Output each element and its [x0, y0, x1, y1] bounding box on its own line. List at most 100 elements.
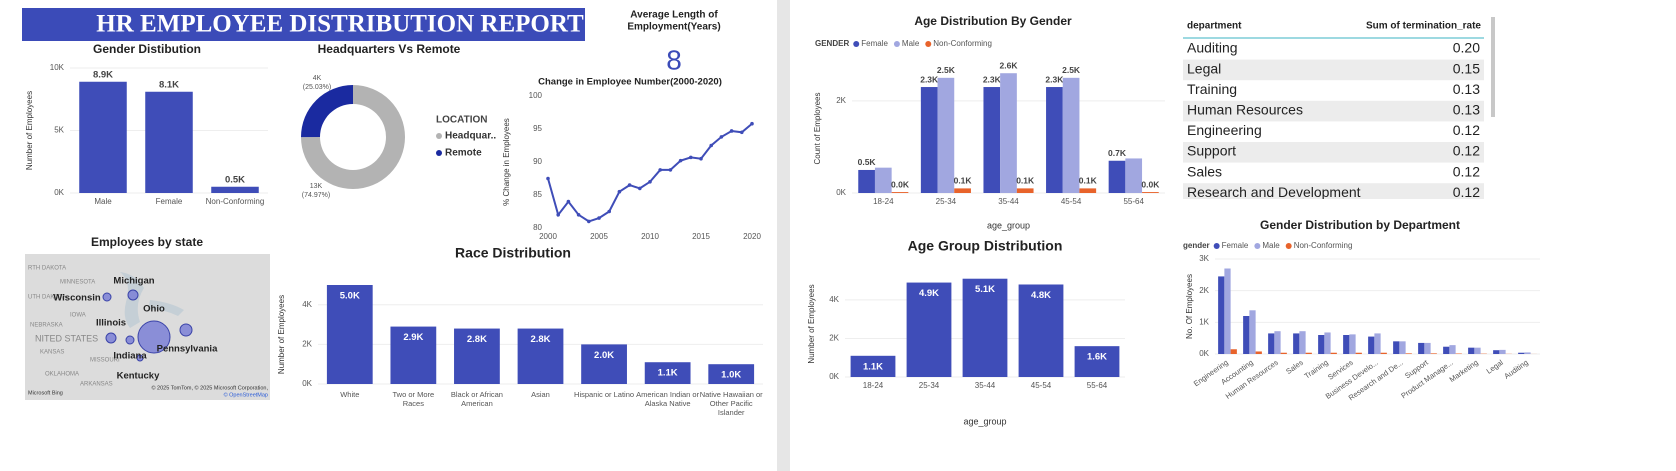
data-label: 0.5K: [858, 157, 877, 167]
region-label: MINNESOTA: [60, 280, 95, 286]
slice-percent: (74.97%): [302, 192, 330, 199]
state-label: Kentucky: [117, 371, 160, 382]
scrollbar[interactable]: [1491, 17, 1495, 117]
bar: [1468, 347, 1475, 354]
chart-title: Age Group Distribution: [908, 238, 1063, 254]
lake: [120, 272, 184, 328]
data-label: 0.0K: [1141, 179, 1160, 189]
data-label: 0.7K: [1108, 148, 1127, 158]
bar: [891, 192, 909, 193]
y-tick-label: 10K: [50, 63, 65, 72]
y-tick-label: 5K: [54, 126, 64, 135]
bar: [1424, 342, 1431, 354]
legend-swatch: [436, 150, 442, 156]
y-tick-label: 80: [533, 223, 542, 232]
bar: [1255, 351, 1262, 354]
point: [546, 176, 550, 181]
point: [576, 213, 581, 217]
bar: [1079, 188, 1097, 193]
point: [566, 199, 571, 204]
point: [729, 129, 734, 133]
data-label: 8.9K: [93, 69, 113, 80]
bar: [1108, 160, 1126, 193]
x-tick-label: 55-64: [1123, 197, 1144, 206]
bar: [962, 278, 1008, 377]
row-bg: [1183, 100, 1484, 122]
y-axis-label: Number of Employees: [25, 91, 34, 170]
report-title: HR EMPLOYEE DISTRIBUTION REPORT: [96, 11, 584, 38]
bar: [145, 91, 193, 193]
bar: [708, 364, 755, 384]
point: [699, 156, 703, 161]
bar: [1405, 353, 1412, 354]
chart-title: Gender Distribution by Department: [1260, 218, 1460, 232]
y-tick-label: 0K: [302, 379, 312, 388]
legend-title: GENDER: [815, 39, 849, 48]
donut-slice: [301, 85, 353, 138]
y-tick-label: 2K: [302, 340, 312, 349]
data-label: 2.3K: [983, 74, 1002, 84]
region-label: KANSAS: [40, 350, 64, 356]
bar: [390, 326, 437, 384]
map-bubble: [179, 323, 193, 337]
legend-swatch: [436, 133, 442, 139]
chart-title: Change in Employee Number(2000-2020): [538, 77, 722, 88]
state-label: Pennsylvania: [157, 344, 218, 355]
data-label: 0.0K: [891, 179, 910, 189]
bar: [1142, 192, 1159, 193]
bar: [1343, 335, 1350, 354]
chart-title: Age Distribution By Gender: [914, 14, 1072, 28]
point: [719, 135, 724, 139]
data-label: 2.8K: [530, 334, 550, 345]
point: [627, 183, 632, 187]
bar: [1355, 352, 1362, 354]
y-axis-label: No. Of Employees: [1185, 274, 1194, 339]
x-tick-label: Native Hawaiian or Other Pacific Islande…: [700, 390, 763, 417]
kpi-title: Average Length of: [630, 10, 718, 21]
table-cell: Sales: [1187, 163, 1222, 179]
x-tick-label: 35-44: [998, 197, 1019, 206]
data-label: 0.1K: [1016, 176, 1035, 186]
x-tick-label: Black or African American: [451, 390, 503, 408]
x-tick-label: Non-Conforming: [206, 197, 265, 206]
x-tick-text: White: [340, 390, 360, 399]
table-cell: Engineering: [1187, 122, 1262, 138]
y-tick-label: 4K: [829, 295, 839, 304]
table-cell: 0.12: [1453, 122, 1480, 138]
slice-count: 4K: [313, 75, 322, 82]
x-tick-label: 2010: [641, 232, 659, 241]
legend-swatch: [853, 41, 860, 47]
bar: [1418, 342, 1425, 354]
x-tick-label: 2015: [692, 232, 710, 241]
bar: [1274, 331, 1281, 354]
bar: [1268, 333, 1275, 354]
data-label: 1.0K: [721, 370, 741, 381]
bar: [1368, 336, 1375, 354]
data-label: 0.1K: [1079, 176, 1098, 186]
region-label: NEBRASKA: [30, 323, 63, 329]
y-tick-label: 0K: [836, 188, 846, 197]
bar: [920, 87, 938, 193]
region-label: UTH DAKOTA: [28, 295, 66, 301]
legend-swatch: [925, 41, 932, 47]
data-label: 4.8K: [1031, 290, 1051, 301]
bar: [211, 186, 259, 193]
point: [689, 155, 693, 160]
kpi-title: Employment(Years): [627, 22, 720, 33]
data-label: 1.1K: [863, 361, 883, 372]
region-label: IOWA: [70, 313, 86, 319]
donut-slice: [301, 85, 405, 189]
table-cell: Legal: [1187, 60, 1221, 76]
point: [658, 168, 662, 172]
legend-swatch: [1213, 243, 1220, 249]
legend-label: Non-Conforming: [1294, 241, 1353, 250]
bar: [1349, 334, 1356, 354]
bar: [644, 362, 691, 384]
y-tick-label: 1K: [1199, 317, 1209, 326]
x-tick-label: 2005: [590, 232, 608, 241]
point: [607, 209, 611, 214]
bar: [1280, 352, 1287, 354]
legend-swatch: [1254, 243, 1261, 249]
kpi-value: 8: [666, 44, 682, 75]
legend-title: gender: [1183, 241, 1210, 250]
